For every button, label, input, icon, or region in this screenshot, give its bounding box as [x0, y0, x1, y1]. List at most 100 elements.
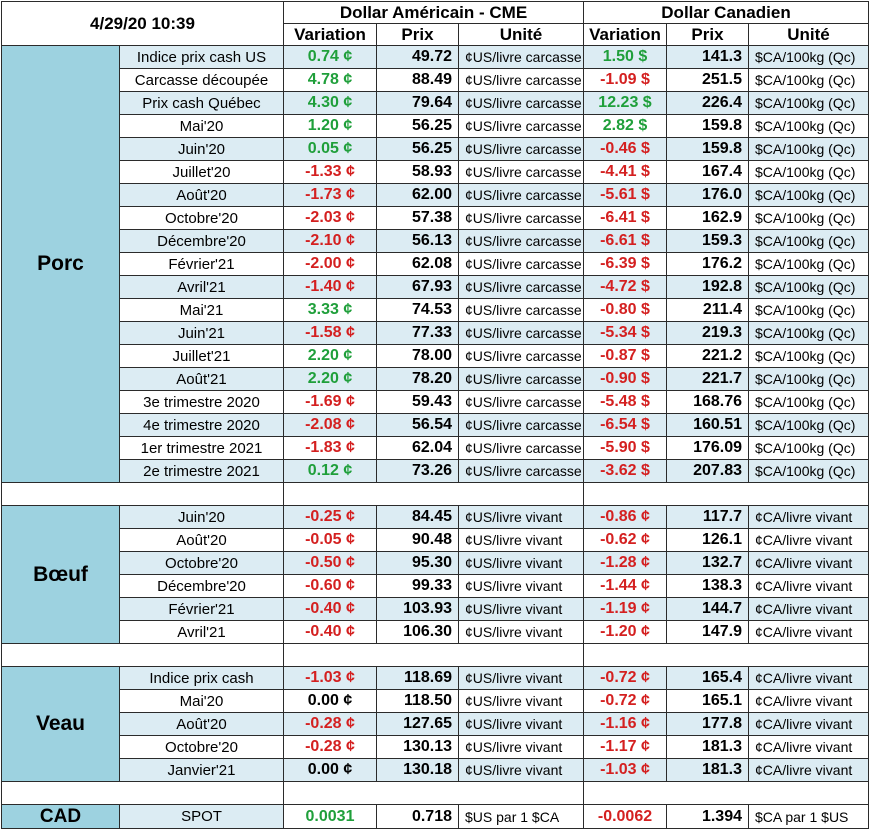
usd-variation: -1.69 ¢: [283, 390, 377, 414]
usd-unit-header: Unité: [458, 23, 584, 46]
usd-unit: ¢US/livre carcasse: [458, 413, 584, 437]
table-row: Août'20 -0.05 ¢ 90.48 ¢US/livre vivant -0.62…: [2, 528, 869, 552]
usd-price: 62.08: [376, 252, 459, 276]
cad-price: 192.8: [666, 275, 749, 299]
spacer-cell: [1, 781, 284, 805]
cad-price: 165.4: [666, 666, 749, 690]
cad-variation: -5.48 $: [583, 390, 667, 414]
usd-unit: ¢US/livre vivant: [458, 735, 584, 759]
cad-unit: $CA/100kg (Qc): [748, 252, 869, 276]
cad-price: 251.5: [666, 68, 749, 92]
cad-variation: 1.50 $: [583, 45, 667, 69]
usd-variation: 2.20 ¢: [283, 344, 377, 368]
table-row: Janvier'21 0.00 ¢ 130.18 ¢US/livre vivant -1…: [2, 758, 869, 782]
usd-unit: ¢US/livre vivant: [458, 689, 584, 713]
cad-price: 147.9: [666, 620, 749, 644]
row-label: Carcasse découpée: [119, 68, 284, 92]
usd-variation: -1.58 ¢: [283, 321, 377, 345]
table-row: Août'21 2.20 ¢ 78.20 ¢US/livre carcasse -0.9…: [2, 367, 869, 391]
row-label: Indice prix cash US: [119, 45, 284, 69]
cad-variation: -6.39 $: [583, 252, 667, 276]
usd-variation: 0.0031: [283, 804, 377, 829]
spacer-row: [1, 781, 869, 805]
cad-variation: -3.62 $: [583, 459, 667, 483]
usd-unit: ¢US/livre vivant: [458, 758, 584, 782]
cad-variation: -0.0062: [583, 804, 667, 829]
cad-price: 117.7: [666, 505, 749, 529]
usd-unit: ¢US/livre vivant: [458, 620, 584, 644]
cad-unit: $CA/100kg (Qc): [748, 390, 869, 414]
row-label: 1er trimestre 2021: [119, 436, 284, 460]
cad-unit: $CA/100kg (Qc): [748, 114, 869, 138]
usd-variation: -2.10 ¢: [283, 229, 377, 253]
usd-unit: ¢US/livre vivant: [458, 574, 584, 598]
row-label: Décembre'20: [119, 229, 284, 253]
cad-variation: -1.16 ¢: [583, 712, 667, 736]
table-row: Avril'21 -1.40 ¢ 67.93 ¢US/livre carcasse -4…: [2, 275, 869, 299]
table-row: Octobre'20 -0.28 ¢ 130.13 ¢US/livre vivant -…: [2, 735, 869, 759]
usd-price: 118.50: [376, 689, 459, 713]
row-label: Octobre'20: [119, 735, 284, 759]
row-label: Février'21: [119, 252, 284, 276]
cad-variation: -0.72 ¢: [583, 689, 667, 713]
usd-variation: -1.73 ¢: [283, 183, 377, 207]
cad-unit: ¢CA/livre vivant: [748, 597, 869, 621]
usd-unit: ¢US/livre carcasse: [458, 183, 584, 207]
spacer-cell: [283, 643, 584, 667]
table-row: Février'21 -2.00 ¢ 62.08 ¢US/livre carcasse…: [2, 252, 869, 276]
cad-variation: -1.44 ¢: [583, 574, 667, 598]
row-label: Avril'21: [119, 275, 284, 299]
cad-price: 159.8: [666, 137, 749, 161]
row-label: Juin'20: [119, 505, 284, 529]
row-label: 4e trimestre 2020: [119, 413, 284, 437]
table-row: Décembre'20 -2.10 ¢ 56.13 ¢US/livre carcass…: [2, 229, 869, 253]
section-label: CAD: [1, 804, 120, 829]
cad-price: 162.9: [666, 206, 749, 230]
usd-unit: ¢US/livre carcasse: [458, 344, 584, 368]
usd-variation: 0.05 ¢: [283, 137, 377, 161]
usd-variation: 3.33 ¢: [283, 298, 377, 322]
cad-variation: -0.86 ¢: [583, 505, 667, 529]
cad-unit: $CA/100kg (Qc): [748, 206, 869, 230]
row-label: Mai'20: [119, 689, 284, 713]
usd-variation: 4.78 ¢: [283, 68, 377, 92]
cad-unit: ¢CA/livre vivant: [748, 758, 869, 782]
cad-unit: ¢CA/livre vivant: [748, 505, 869, 529]
table-row: Août'20 -0.28 ¢ 127.65 ¢US/livre vivant -1.1…: [2, 712, 869, 736]
usd-unit: ¢US/livre carcasse: [458, 229, 584, 253]
usd-unit: ¢US/livre carcasse: [458, 298, 584, 322]
usd-price: 77.33: [376, 321, 459, 345]
cad-variation: -1.09 $: [583, 68, 667, 92]
usd-variation: 0.74 ¢: [283, 45, 377, 69]
usd-price: 84.45: [376, 505, 459, 529]
cad-unit: ¢CA/livre vivant: [748, 574, 869, 598]
usd-unit: ¢US/livre carcasse: [458, 114, 584, 138]
cad-variation: 2.82 $: [583, 114, 667, 138]
usd-unit: $US par 1 $CA: [458, 804, 584, 829]
cad-unit: $CA/100kg (Qc): [748, 229, 869, 253]
table-row: Veau Indice prix cash -1.03 ¢ 118.69 ¢US/liv…: [1, 666, 869, 782]
table-row: Mai'21 3.33 ¢ 74.53 ¢US/livre carcasse -0.80…: [2, 298, 869, 322]
cad-unit: $CA/100kg (Qc): [748, 183, 869, 207]
table-row: 2e trimestre 2021 0.12 ¢ 73.26 ¢US/livre ca…: [2, 459, 869, 483]
table-row: Octobre'20 -2.03 ¢ 57.38 ¢US/livre carcasse…: [2, 206, 869, 230]
usd-variation-header: Variation: [283, 23, 377, 46]
usd-variation: -1.83 ¢: [283, 436, 377, 460]
usd-variation: -1.03 ¢: [283, 666, 377, 690]
usd-price: 78.20: [376, 367, 459, 391]
usd-unit: ¢US/livre vivant: [458, 597, 584, 621]
spacer-cell: [583, 482, 869, 506]
cad-variation: -5.61 $: [583, 183, 667, 207]
cad-unit: ¢CA/livre vivant: [748, 528, 869, 552]
cad-price: 211.4: [666, 298, 749, 322]
usd-unit: ¢US/livre carcasse: [458, 390, 584, 414]
usd-group-header: Dollar Américain - CME: [283, 1, 584, 24]
section-label: Veau: [1, 666, 120, 782]
table-row: Octobre'20 -0.50 ¢ 95.30 ¢US/livre vivant -1…: [2, 551, 869, 575]
spacer-cell: [1, 643, 284, 667]
usd-variation: -0.40 ¢: [283, 620, 377, 644]
cad-price: 168.76: [666, 390, 749, 414]
usd-price: 74.53: [376, 298, 459, 322]
cad-unit: $CA/100kg (Qc): [748, 321, 869, 345]
row-label: Mai'20: [119, 114, 284, 138]
